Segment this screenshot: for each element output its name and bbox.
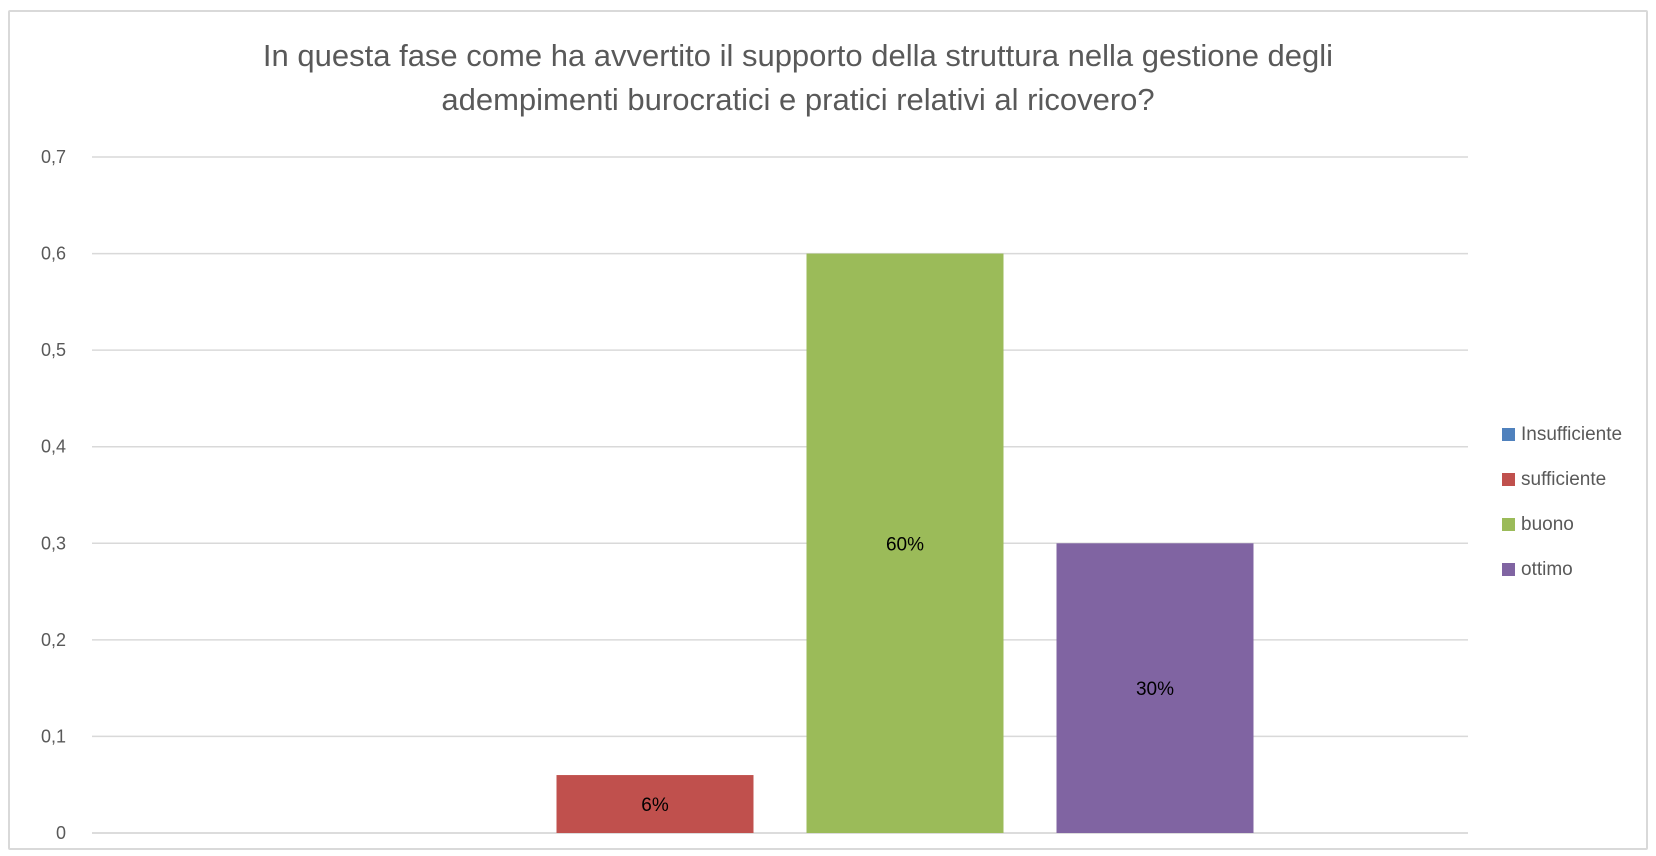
data-label-buono: 60% <box>886 534 924 555</box>
legend-label: Insufficiente <box>1521 423 1623 445</box>
bar-sufficiente <box>556 775 754 833</box>
y-tick-label: 0,7 <box>41 147 66 167</box>
legend-item-buono: buono <box>1502 502 1622 547</box>
legend-swatch <box>1502 473 1515 486</box>
bar-ottimo <box>1056 543 1254 833</box>
legend-swatch <box>1502 518 1515 531</box>
data-label-sufficiente: 6% <box>641 795 669 816</box>
legend-item-ottimo: ottimo <box>1502 547 1622 592</box>
y-tick-label: 0,6 <box>41 244 66 264</box>
legend-item-insufficiente: Insufficiente <box>1502 412 1622 457</box>
y-tick-label: 0,2 <box>41 630 66 650</box>
y-tick-label: 0,1 <box>41 726 66 746</box>
y-tick-label: 0,4 <box>41 437 66 457</box>
y-tick-label: 0,3 <box>41 533 66 553</box>
legend: Insufficiente sufficiente buono ottimo <box>1502 412 1622 592</box>
legend-item-sufficiente: sufficiente <box>1502 457 1622 502</box>
y-tick-label: 0 <box>56 823 66 843</box>
bar-buono <box>806 253 1004 834</box>
chart-title: In questa fase come ha avvertito il supp… <box>262 38 1334 117</box>
legend-swatch <box>1502 563 1515 576</box>
legend-label: ottimo <box>1521 558 1573 580</box>
data-label-ottimo: 30% <box>1136 679 1174 700</box>
legend-label: sufficiente <box>1521 468 1607 490</box>
legend-label: buono <box>1521 513 1574 535</box>
legend-swatch <box>1502 428 1515 441</box>
y-tick-label: 0,5 <box>41 340 66 360</box>
